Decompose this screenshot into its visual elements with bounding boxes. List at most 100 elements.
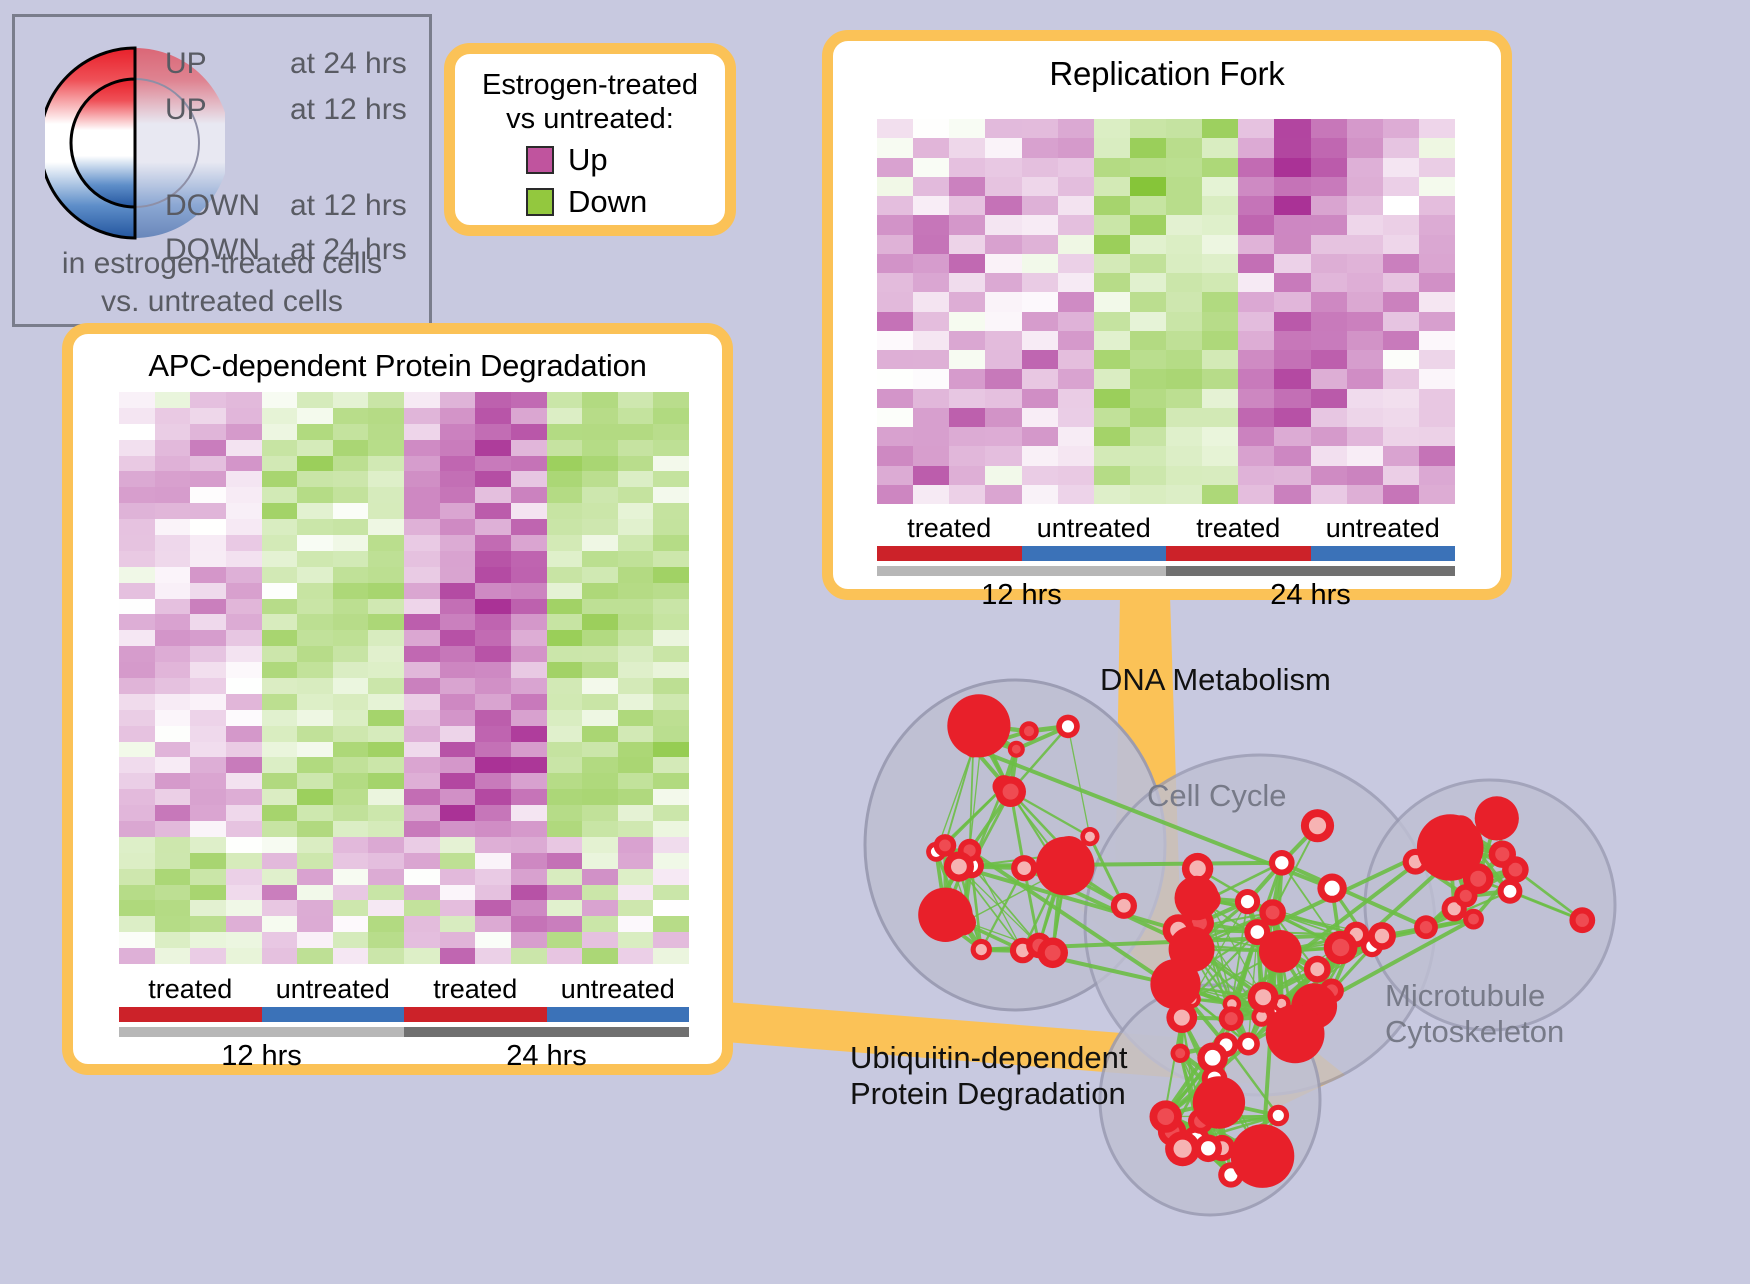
- bar-treated-24: [404, 1007, 547, 1022]
- heatmap-cell: [155, 805, 191, 821]
- heatmap-cell: [368, 646, 404, 662]
- heatmap-cell: [1094, 485, 1130, 504]
- group-label: treated: [404, 974, 547, 1005]
- heatmap-cell: [368, 773, 404, 789]
- bar-24hrs: [404, 1027, 689, 1037]
- heatmap-cell: [1202, 254, 1238, 273]
- heatmap-cell: [333, 885, 369, 901]
- heatmap-cell: [404, 773, 440, 789]
- heatmap-cell: [475, 837, 511, 853]
- heatmap-cell: [155, 948, 191, 964]
- heatmap-cell: [333, 821, 369, 837]
- heatmap-cell: [1202, 369, 1238, 388]
- heatmap-cell: [155, 853, 191, 869]
- heatmap-cell: [618, 614, 654, 630]
- heatmap-cell: [511, 726, 547, 742]
- heatmap-cell: [582, 821, 618, 837]
- heatmap-cell: [1022, 254, 1058, 273]
- heatmap-cell: [582, 662, 618, 678]
- up-label: Up: [568, 142, 654, 178]
- heatmap-cell: [1347, 485, 1383, 504]
- heatmap-cell: [653, 900, 689, 916]
- replication-fork-panel: Replication Fork treated untreated treat…: [822, 30, 1512, 600]
- heatmap-cell: [1058, 235, 1094, 254]
- network-node-core: [1175, 1048, 1185, 1058]
- heatmap-cell: [913, 292, 949, 311]
- heatmap-cell: [1238, 177, 1274, 196]
- heatmap-cell: [404, 885, 440, 901]
- heatmap-cell: [333, 757, 369, 773]
- heatmap-cell: [333, 678, 369, 694]
- heatmap-cell: [877, 350, 913, 369]
- heatmap-cell: [155, 662, 191, 678]
- heatmap-cell: [155, 408, 191, 424]
- heatmap-cell: [333, 456, 369, 472]
- heatmap-cell: [297, 678, 333, 694]
- heatmap-cell: [262, 392, 298, 408]
- heatmap-cell: [440, 471, 476, 487]
- heatmap-cell: [297, 726, 333, 742]
- heatmap-cell: [949, 331, 985, 350]
- heatmap-cell: [262, 932, 298, 948]
- network-node-core: [1242, 1038, 1254, 1050]
- heatmap-cell: [582, 614, 618, 630]
- heatmap-cell: [1166, 312, 1202, 331]
- heatmap-cell: [190, 805, 226, 821]
- heatmap-cell: [618, 932, 654, 948]
- heatmap-cell: [985, 312, 1021, 331]
- heatmap-cell: [155, 487, 191, 503]
- heatmap-cell: [547, 821, 583, 837]
- heatmap-cell: [1274, 292, 1310, 311]
- network-node-core: [1266, 906, 1280, 920]
- heatmap-cell: [368, 630, 404, 646]
- key-row-down12: DOWN at 12 hrs: [165, 189, 425, 223]
- heatmap-cell: [949, 466, 985, 485]
- heatmap-cell: [511, 440, 547, 456]
- heatmap-cell: [190, 440, 226, 456]
- heatmap-cell: [155, 456, 191, 472]
- heatmap-cell: [949, 350, 985, 369]
- network-hub-node: [1036, 837, 1095, 896]
- heatmap-cell: [262, 853, 298, 869]
- heatmap-cell: [1022, 158, 1058, 177]
- heatmap-cell: [226, 503, 262, 519]
- heatmap-cell: [190, 408, 226, 424]
- heatmap-cell: [1094, 196, 1130, 215]
- network-node-core: [1275, 856, 1288, 869]
- heatmap-cell: [913, 158, 949, 177]
- network-hub-node: [1266, 1005, 1325, 1064]
- heatmap-cell: [119, 408, 155, 424]
- heatmap-cell: [511, 900, 547, 916]
- network-node-core: [1495, 847, 1509, 861]
- heatmap-cell: [297, 773, 333, 789]
- network-hub-node: [1231, 1124, 1295, 1188]
- time-color-bar: [119, 1027, 689, 1037]
- heatmap-cell: [1238, 485, 1274, 504]
- heatmap-cell: [1347, 177, 1383, 196]
- heatmap-cell: [262, 583, 298, 599]
- heatmap-cell: [1202, 196, 1238, 215]
- heatmap-cell: [1419, 215, 1455, 234]
- heatmap-cell: [262, 710, 298, 726]
- heatmap-cell: [877, 312, 913, 331]
- heatmap-cell: [653, 614, 689, 630]
- network-node-core: [1310, 962, 1324, 976]
- heatmap-cell: [1383, 350, 1419, 369]
- heatmap-cell: [1130, 235, 1166, 254]
- heatmap-cell: [475, 916, 511, 932]
- heatmap-cell: [119, 821, 155, 837]
- heatmap-cell: [440, 932, 476, 948]
- heatmap-cell: [262, 471, 298, 487]
- heatmap-cell: [368, 519, 404, 535]
- heatmap-cell: [155, 535, 191, 551]
- heatmap-cell: [226, 678, 262, 694]
- heatmap-cell: [190, 599, 226, 615]
- heatmap-cell: [119, 932, 155, 948]
- heatmap-cell: [297, 440, 333, 456]
- heatmap-cell: [190, 614, 226, 630]
- heatmap-cell: [618, 757, 654, 773]
- heatmap-cell: [368, 885, 404, 901]
- heatmap-cell: [226, 599, 262, 615]
- heatmap-cell: [368, 487, 404, 503]
- legend-title-line-2: vs untreated:: [455, 102, 725, 136]
